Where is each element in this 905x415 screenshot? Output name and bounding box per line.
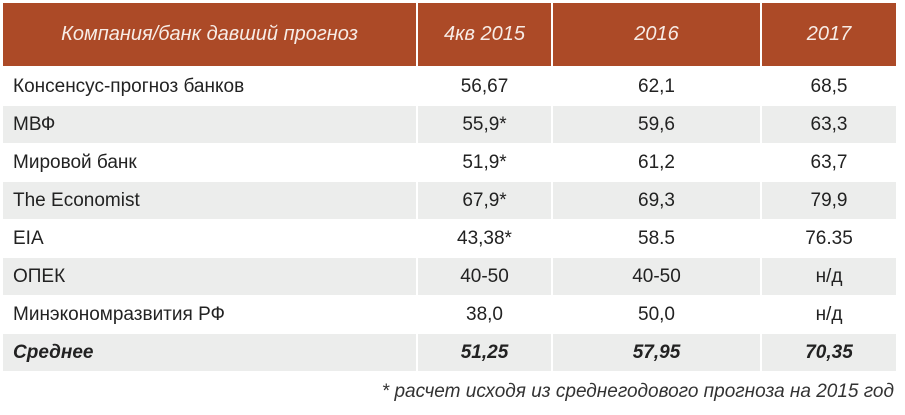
value-q4-2015: 40-50 [418,258,551,295]
value-2016: 40-50 [553,258,760,295]
table-row: Консенсус-прогноз банков 56,67 62,1 68,5 [3,68,896,105]
table-row: ОПЕК 40-50 40-50 н/д [3,258,896,295]
value-2017: 63,7 [762,144,896,181]
value-2017: 70,35 [762,334,896,371]
value-2017: 68,5 [762,68,896,105]
value-q4-2015: 38,0 [418,296,551,333]
value-2016: 69,3 [553,182,760,219]
footnote: * расчет исходя из среднегодового прогно… [381,381,894,402]
table-header-row: Компания/банк давший прогноз 4кв 2015 20… [3,3,896,66]
value-2016: 50,0 [553,296,760,333]
value-2016: 59,6 [553,106,760,143]
value-q4-2015: 67,9* [418,182,551,219]
value-q4-2015: 51,9* [418,144,551,181]
value-2017: н/д [762,258,896,295]
value-2017: н/д [762,296,896,333]
row-label: Мировой банк [3,144,416,181]
header-2017: 2017 [762,3,896,66]
row-label: Консенсус-прогноз банков [3,68,416,105]
table-row: Минэкономразвития РФ 38,0 50,0 н/д [3,296,896,333]
table-row: Мировой банк 51,9* 61,2 63,7 [3,144,896,181]
value-2016: 62,1 [553,68,760,105]
value-2017: 79,9 [762,182,896,219]
table-row: EIA 43,38* 58.5 76.35 [3,220,896,257]
row-label: МВФ [3,106,416,143]
table-row: МВФ 55,9* 59,6 63,3 [3,106,896,143]
value-2016: 61,2 [553,144,760,181]
value-q4-2015: 55,9* [418,106,551,143]
row-label: EIA [3,220,416,257]
value-2016: 58.5 [553,220,760,257]
row-label: Минэкономразвития РФ [3,296,416,333]
header-2016: 2016 [553,3,760,66]
forecast-table: Компания/банк давший прогноз 4кв 2015 20… [3,3,896,372]
value-2017: 63,3 [762,106,896,143]
value-2016: 57,95 [553,334,760,371]
row-label: ОПЕК [3,258,416,295]
table-row: The Economist 67,9* 69,3 79,9 [3,182,896,219]
average-row: Среднее 51,25 57,95 70,35 [3,334,896,371]
value-q4-2015: 56,67 [418,68,551,105]
header-q4-2015: 4кв 2015 [418,3,551,66]
row-label: The Economist [3,182,416,219]
value-q4-2015: 51,25 [418,334,551,371]
row-label: Среднее [3,334,416,371]
value-2017: 76.35 [762,220,896,257]
value-q4-2015: 43,38* [418,220,551,257]
header-company: Компания/банк давший прогноз [3,3,416,66]
